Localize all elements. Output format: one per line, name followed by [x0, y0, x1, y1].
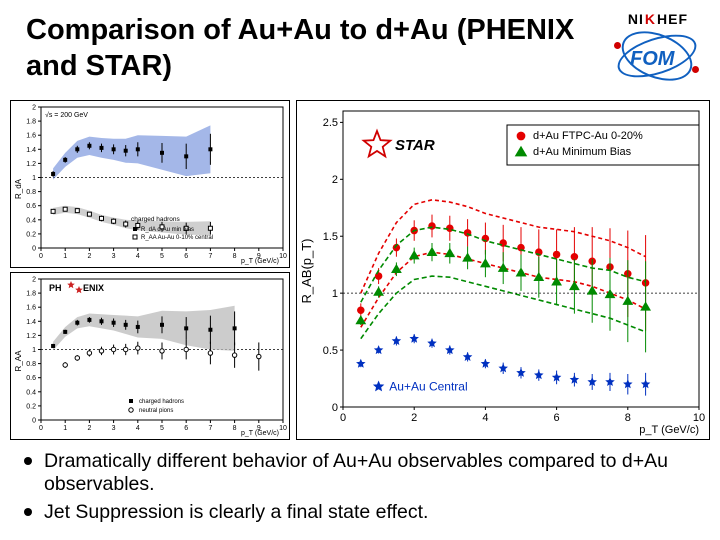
bullet-text: Jet Suppression is clearly a final state… — [44, 501, 428, 524]
svg-text:1: 1 — [32, 347, 36, 354]
svg-text:p_T (GeV/c): p_T (GeV/c) — [639, 424, 699, 436]
svg-text:7: 7 — [208, 253, 212, 260]
svg-text:1.8: 1.8 — [26, 291, 36, 298]
svg-text:1: 1 — [32, 175, 36, 182]
svg-text:1.4: 1.4 — [26, 147, 36, 154]
svg-text:4: 4 — [136, 425, 140, 432]
svg-text:p_T (GeV/c): p_T (GeV/c) — [241, 430, 279, 437]
svg-text:0.8: 0.8 — [26, 361, 36, 368]
svg-text:1.4: 1.4 — [26, 319, 36, 326]
logo-block: NIKHEF FOM — [608, 8, 712, 86]
svg-text:0.6: 0.6 — [26, 375, 36, 382]
svg-text:R_dA: R_dA — [14, 178, 23, 199]
svg-text:5: 5 — [160, 425, 164, 432]
phenix-top-chart: 01234567891000.20.40.60.811.21.41.61.82√… — [10, 100, 290, 268]
svg-text:8: 8 — [233, 425, 237, 432]
phenix-bottom-chart: 01234567891000.20.40.60.811.21.41.61.82R… — [10, 272, 290, 440]
svg-text:4: 4 — [482, 412, 488, 424]
svg-text:8: 8 — [625, 412, 631, 424]
svg-text:R_AA Au-Au 0-10% central: R_AA Au-Au 0-10% central — [141, 235, 213, 241]
svg-text:0: 0 — [39, 425, 43, 432]
svg-text:0: 0 — [39, 253, 43, 260]
svg-text:1.8: 1.8 — [26, 119, 36, 126]
svg-text:STAR: STAR — [395, 137, 435, 154]
svg-text:0: 0 — [340, 412, 346, 424]
charts-area: 01234567891000.20.40.60.811.21.41.61.82√… — [10, 100, 710, 440]
svg-text:0.5: 0.5 — [323, 345, 338, 357]
svg-text:6: 6 — [554, 412, 560, 424]
bullet-item: Dramatically different behavior of Au+Au… — [24, 450, 704, 497]
svg-text:2: 2 — [332, 174, 338, 186]
svg-text:charged hadrons: charged hadrons — [139, 399, 184, 405]
svg-text:2: 2 — [32, 276, 36, 283]
svg-text:0.2: 0.2 — [26, 231, 36, 238]
slide-title: Comparison of Au+Au to d+Au (PHENIX and … — [26, 12, 600, 85]
svg-text:5: 5 — [160, 253, 164, 260]
star-chart: 0 2 4 6 8 10 0 0.5 1 1.5 2 2.5 R_AB(p_T) p_T (GeV/c) S… — [296, 100, 710, 440]
svg-text:0.6: 0.6 — [26, 203, 36, 210]
svg-text:1.6: 1.6 — [26, 133, 36, 140]
nikhef-logo: NIKHEF — [608, 8, 708, 30]
svg-text:charged hadrons: charged hadrons — [131, 216, 181, 223]
svg-text:Au+Au Central: Au+Au Central — [389, 380, 467, 394]
svg-text:1.5: 1.5 — [323, 231, 338, 243]
svg-text:p_T (GeV/c): p_T (GeV/c) — [241, 258, 279, 265]
svg-text:6: 6 — [184, 253, 188, 260]
svg-text:0.8: 0.8 — [26, 189, 36, 196]
svg-text:neutral pions: neutral pions — [139, 408, 173, 414]
svg-text:d+Au Minimum Bias: d+Au Minimum Bias — [533, 146, 632, 158]
svg-text:10: 10 — [279, 253, 287, 260]
svg-text:1.2: 1.2 — [26, 333, 36, 340]
svg-text:8: 8 — [233, 253, 237, 260]
svg-text:0.4: 0.4 — [26, 217, 36, 224]
svg-text:R_AA: R_AA — [14, 350, 23, 372]
svg-text:10: 10 — [279, 425, 287, 432]
svg-text:7: 7 — [208, 425, 212, 432]
svg-text:1: 1 — [63, 253, 67, 260]
svg-text:2.5: 2.5 — [323, 117, 338, 129]
bullet-dot — [24, 508, 32, 516]
svg-text:d+Au FTPC-Au 0-20%: d+Au FTPC-Au 0-20% — [533, 130, 643, 142]
bullet-item: Jet Suppression is clearly a final state… — [24, 501, 704, 524]
bullet-list: Dramatically different behavior of Au+Au… — [24, 450, 704, 528]
svg-text:10: 10 — [693, 412, 705, 424]
svg-text:ENIX: ENIX — [83, 283, 104, 293]
svg-text:1.2: 1.2 — [26, 161, 36, 168]
svg-text:0: 0 — [32, 245, 36, 252]
svg-text:2: 2 — [87, 253, 91, 260]
svg-text:1: 1 — [332, 288, 338, 300]
bullet-dot — [24, 457, 32, 465]
fom-logo: FOM — [608, 32, 708, 84]
svg-text:1: 1 — [63, 425, 67, 432]
svg-text:1.6: 1.6 — [26, 305, 36, 312]
svg-text:0.2: 0.2 — [26, 403, 36, 410]
svg-text:2: 2 — [411, 412, 417, 424]
svg-text:6: 6 — [184, 425, 188, 432]
svg-text:0: 0 — [332, 402, 338, 414]
svg-text:3: 3 — [112, 425, 116, 432]
svg-text:√s = 200 GeV: √s = 200 GeV — [45, 111, 88, 119]
svg-text:0: 0 — [32, 417, 36, 424]
svg-text:2: 2 — [32, 104, 36, 111]
svg-text:2: 2 — [87, 425, 91, 432]
svg-text:3: 3 — [112, 253, 116, 260]
svg-text:4: 4 — [136, 253, 140, 260]
svg-text:R_AB(p_T): R_AB(p_T) — [299, 238, 314, 303]
svg-text:0.4: 0.4 — [26, 389, 36, 396]
svg-text:R_dA d-Au min bias: R_dA d-Au min bias — [141, 227, 194, 233]
bullet-text: Dramatically different behavior of Au+Au… — [44, 450, 704, 497]
fom-text: FOM — [630, 48, 674, 71]
svg-text:PH: PH — [49, 283, 62, 293]
